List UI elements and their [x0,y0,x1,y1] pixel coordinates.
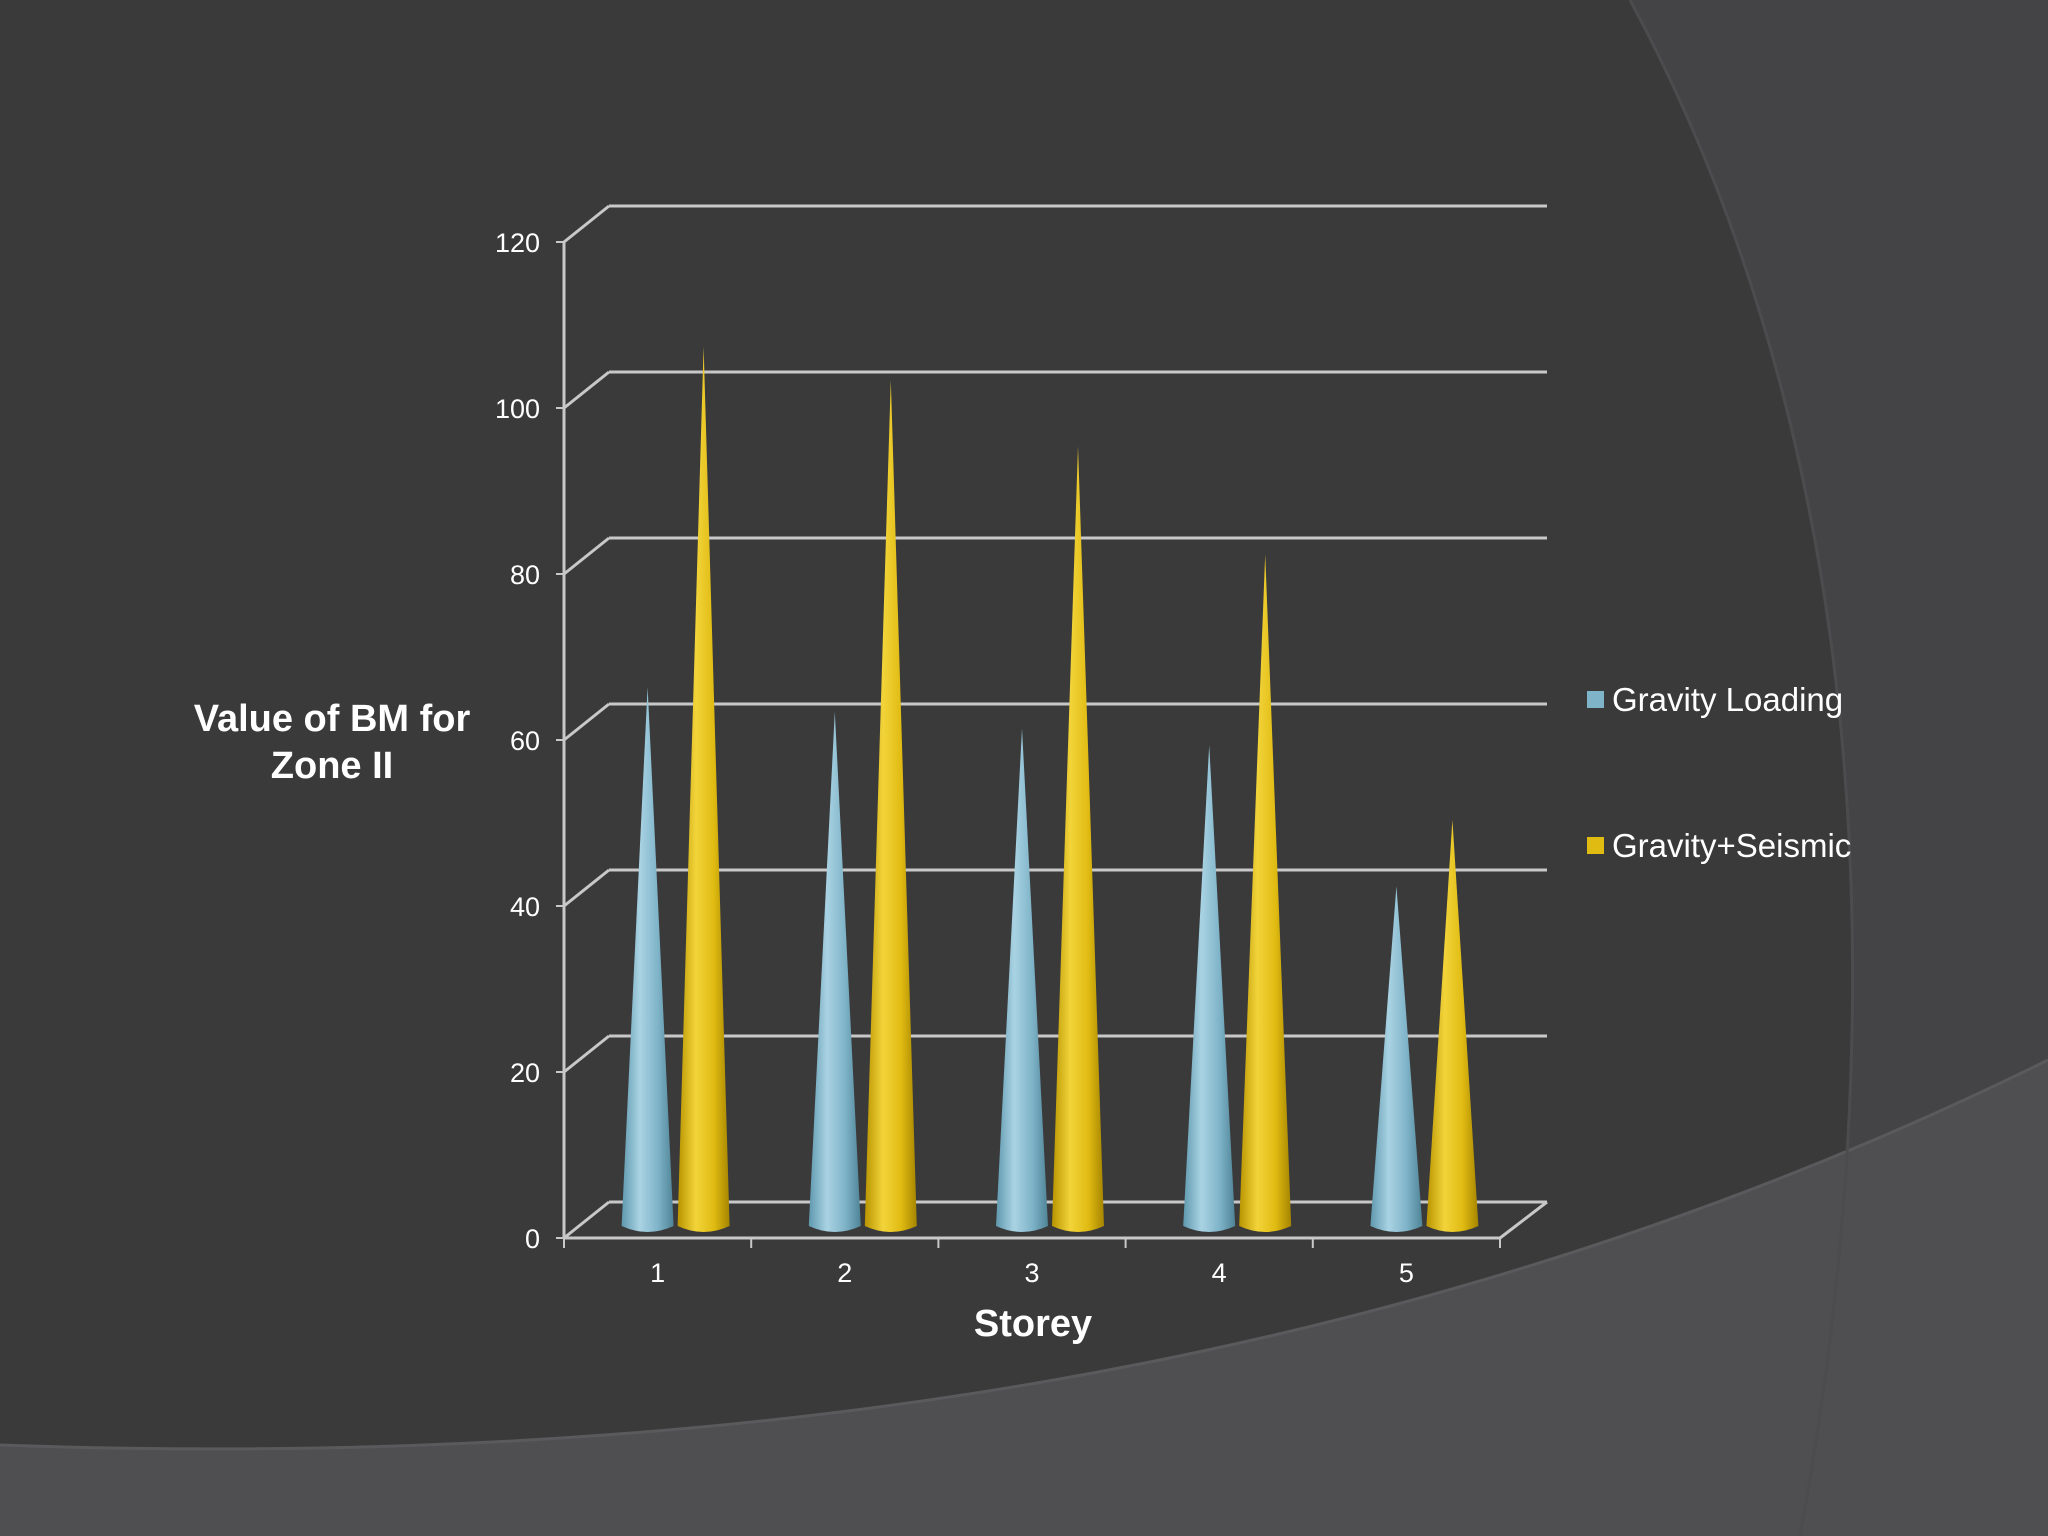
x-tick-label: 2 [837,1258,852,1288]
cone-gravity-seismic-2 [864,379,917,1232]
legend: Gravity Loading Gravity+Seismic [1587,681,1851,864]
gridline-side [563,702,610,742]
cone-gravity-loading-3 [996,728,1048,1232]
y-axis-title-line-2: Zone II [271,745,393,787]
gridline-side [563,1034,610,1074]
cone-gravity-seismic-5 [1426,819,1479,1232]
x-tick-label: 3 [1024,1258,1039,1288]
cone-gravity-loading-2 [808,711,861,1232]
cone-body [864,379,917,1232]
cone-body [1426,819,1479,1232]
x-tick-label: 5 [1399,1258,1414,1288]
cone-gravity-seismic-1 [677,346,730,1232]
y-tick-label: 0 [525,1224,540,1254]
cone-gravity-seismic-4 [1239,554,1292,1232]
x-axis-title: Storey [974,1303,1092,1345]
y-tick-label: 60 [510,726,540,756]
y-axis-title-line-1: Value of BM for [194,698,471,740]
gridline-side [563,204,610,244]
cone-body [677,346,730,1232]
x-tick-labels: 1 2 3 4 5 [650,1258,1414,1288]
cone-bars [621,346,1479,1232]
axes [556,241,1548,1248]
legend-label-gravity-loading: Gravity Loading [1612,681,1843,718]
y-tick-label: 120 [495,228,540,258]
floor-edge [1499,1200,1548,1240]
gridline-side [563,370,610,410]
cone-gravity-seismic-3 [1052,446,1104,1232]
legend-swatch-gravity-seismic [1587,837,1604,854]
cone-body [808,711,861,1232]
cone-body [1052,446,1104,1232]
y-tick-label: 20 [510,1058,540,1088]
legend-label-gravity-seismic: Gravity+Seismic [1612,827,1851,864]
y-tick-labels: 0 20 40 60 80 100 120 [495,228,540,1254]
cone-gravity-loading-4 [1183,745,1236,1232]
cone-body [996,728,1048,1232]
cone-gravity-loading-1 [621,687,674,1232]
y-tick-label: 80 [510,560,540,590]
cone-body [1183,745,1236,1232]
y-tick-label: 40 [510,892,540,922]
cone-body [1370,886,1423,1232]
gridline-side [563,1200,610,1240]
y-tick-label: 100 [495,394,540,424]
cone-gravity-loading-5 [1370,886,1423,1232]
legend-swatch-gravity-loading [1587,691,1604,708]
cone-body [1239,554,1292,1232]
x-tick-label: 4 [1212,1258,1227,1288]
cone-body [621,687,674,1232]
x-tick-label: 1 [650,1258,665,1288]
gridline-side [563,536,610,576]
gridline-side [563,868,610,908]
